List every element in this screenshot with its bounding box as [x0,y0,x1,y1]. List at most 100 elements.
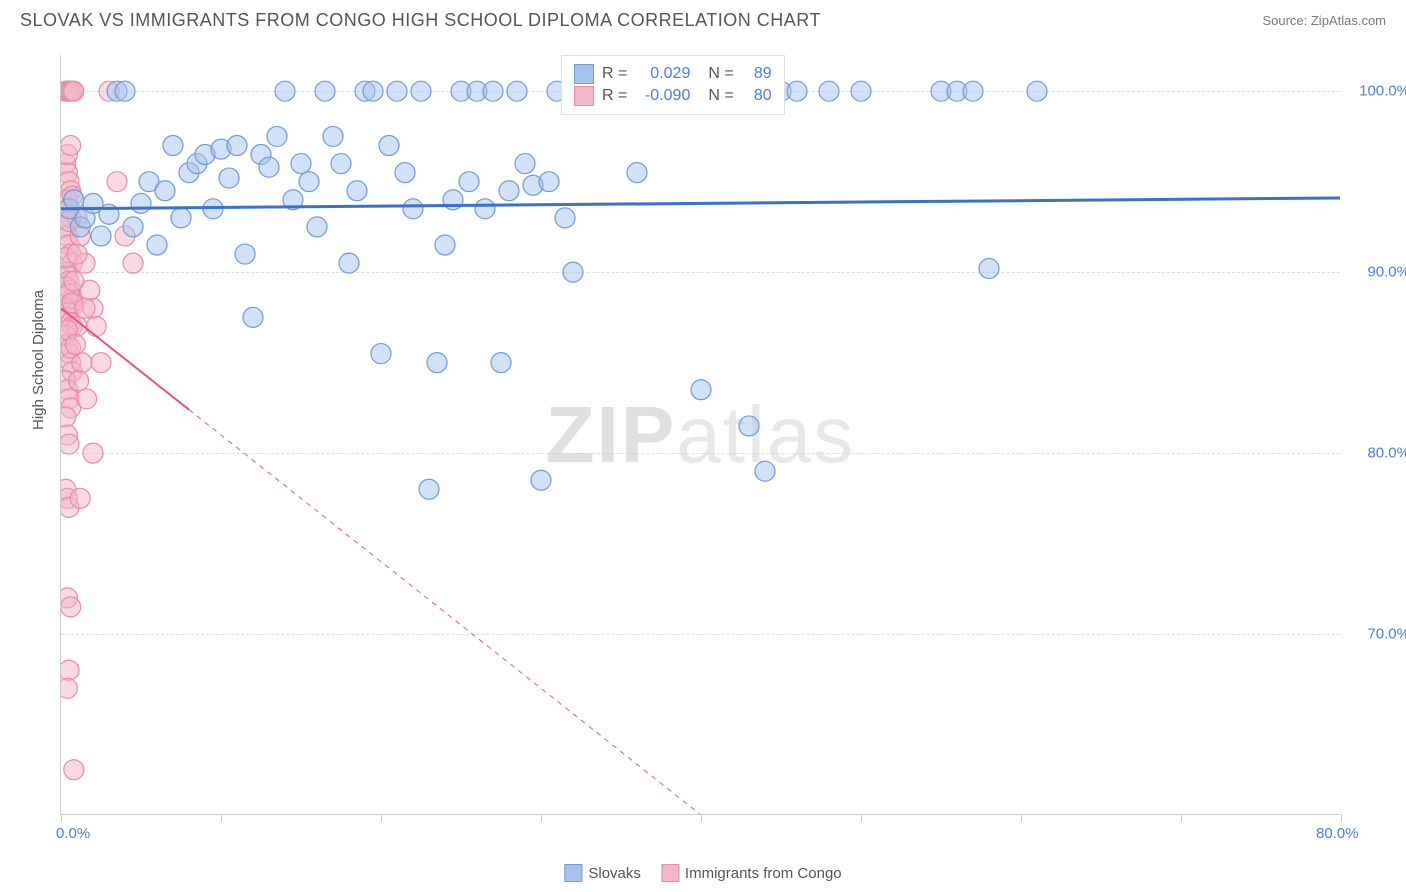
data-point [411,81,431,101]
chart-source: Source: ZipAtlas.com [1262,13,1386,28]
data-point [91,226,111,246]
data-point [515,154,535,174]
legend-N-value: 89 [742,65,772,83]
data-point [147,235,167,255]
legend-R-value: 0.029 [635,65,690,83]
data-point [75,298,95,318]
xtick [1021,814,1022,822]
data-point [963,81,983,101]
data-point [131,193,151,213]
data-point [86,316,106,336]
ytick-label: 80.0% [1367,445,1406,462]
legend-R-label: R = [602,65,627,83]
data-point [70,488,90,508]
data-point [227,135,247,155]
data-point [67,244,87,264]
data-point [107,172,127,192]
data-point [77,389,97,409]
data-point [331,154,351,174]
legend-item: Slovaks [564,864,641,882]
legend-swatch [661,864,679,882]
xtick [221,814,222,822]
legend-bottom: SlovaksImmigrants from Congo [564,864,841,882]
data-point [61,597,81,617]
xtick [61,814,62,822]
chart-title: SLOVAK VS IMMIGRANTS FROM CONGO HIGH SCH… [20,10,821,31]
data-point [307,217,327,237]
data-point [627,163,647,183]
ytick-label: 70.0% [1367,626,1406,643]
legend-stats: R = 0.029 N = 89 R = -0.090 N = 80 [561,55,785,115]
legend-N-value: 80 [742,87,772,105]
data-point [555,208,575,228]
data-point [91,353,111,373]
data-point [563,262,583,282]
data-point [371,344,391,364]
trend-line [61,198,1340,209]
scatter-svg [61,55,1340,814]
data-point [65,335,85,355]
ytick-label: 90.0% [1367,264,1406,281]
data-point [435,235,455,255]
data-point [491,353,511,373]
legend-swatch [574,86,594,106]
data-point [531,470,551,490]
legend-N-label: N = [708,87,733,105]
trend-line-dashed [189,410,701,814]
legend-R-value: -0.090 [635,87,690,105]
xtick [701,814,702,822]
data-point [267,126,287,146]
data-point [123,217,143,237]
data-point [163,135,183,155]
data-point [403,199,423,219]
chart-plot-area: ZIPatlas 70.0%80.0%90.0%100.0% R =0.029N… [60,55,1340,815]
data-point [61,135,81,155]
data-point [427,353,447,373]
data-point [419,479,439,499]
data-point [459,172,479,192]
data-point [787,81,807,101]
data-point [69,371,89,391]
data-point [339,253,359,273]
data-point [291,154,311,174]
legend-label: Slovaks [588,865,641,882]
data-point [323,126,343,146]
legend-swatch [564,864,582,882]
data-point [275,81,295,101]
data-point [171,208,191,228]
legend-stat-row: R = -0.090 N = 80 [574,86,772,106]
data-point [64,81,84,101]
y-axis-label: High School Diploma [30,290,47,430]
xtick [1341,814,1342,822]
data-point [691,380,711,400]
data-point [1027,81,1047,101]
data-point [483,81,503,101]
data-point [387,81,407,101]
xtick-label: 80.0% [1316,825,1359,842]
data-point [123,253,143,273]
data-point [243,307,263,327]
data-point [61,678,77,698]
data-point [83,443,103,463]
ytick-label: 100.0% [1359,83,1406,100]
data-point [755,461,775,481]
data-point [219,168,239,188]
data-point [61,434,79,454]
data-point [347,181,367,201]
data-point [499,181,519,201]
data-point [299,172,319,192]
data-point [739,416,759,436]
data-point [115,81,135,101]
data-point [475,199,495,219]
data-point [819,81,839,101]
data-point [259,157,279,177]
legend-N-label: N = [708,65,733,83]
data-point [61,407,76,427]
data-point [64,271,84,291]
data-point [155,181,175,201]
legend-R-label: R = [602,87,627,105]
xtick [541,814,542,822]
xtick [1181,814,1182,822]
data-point [61,660,79,680]
data-point [315,81,335,101]
